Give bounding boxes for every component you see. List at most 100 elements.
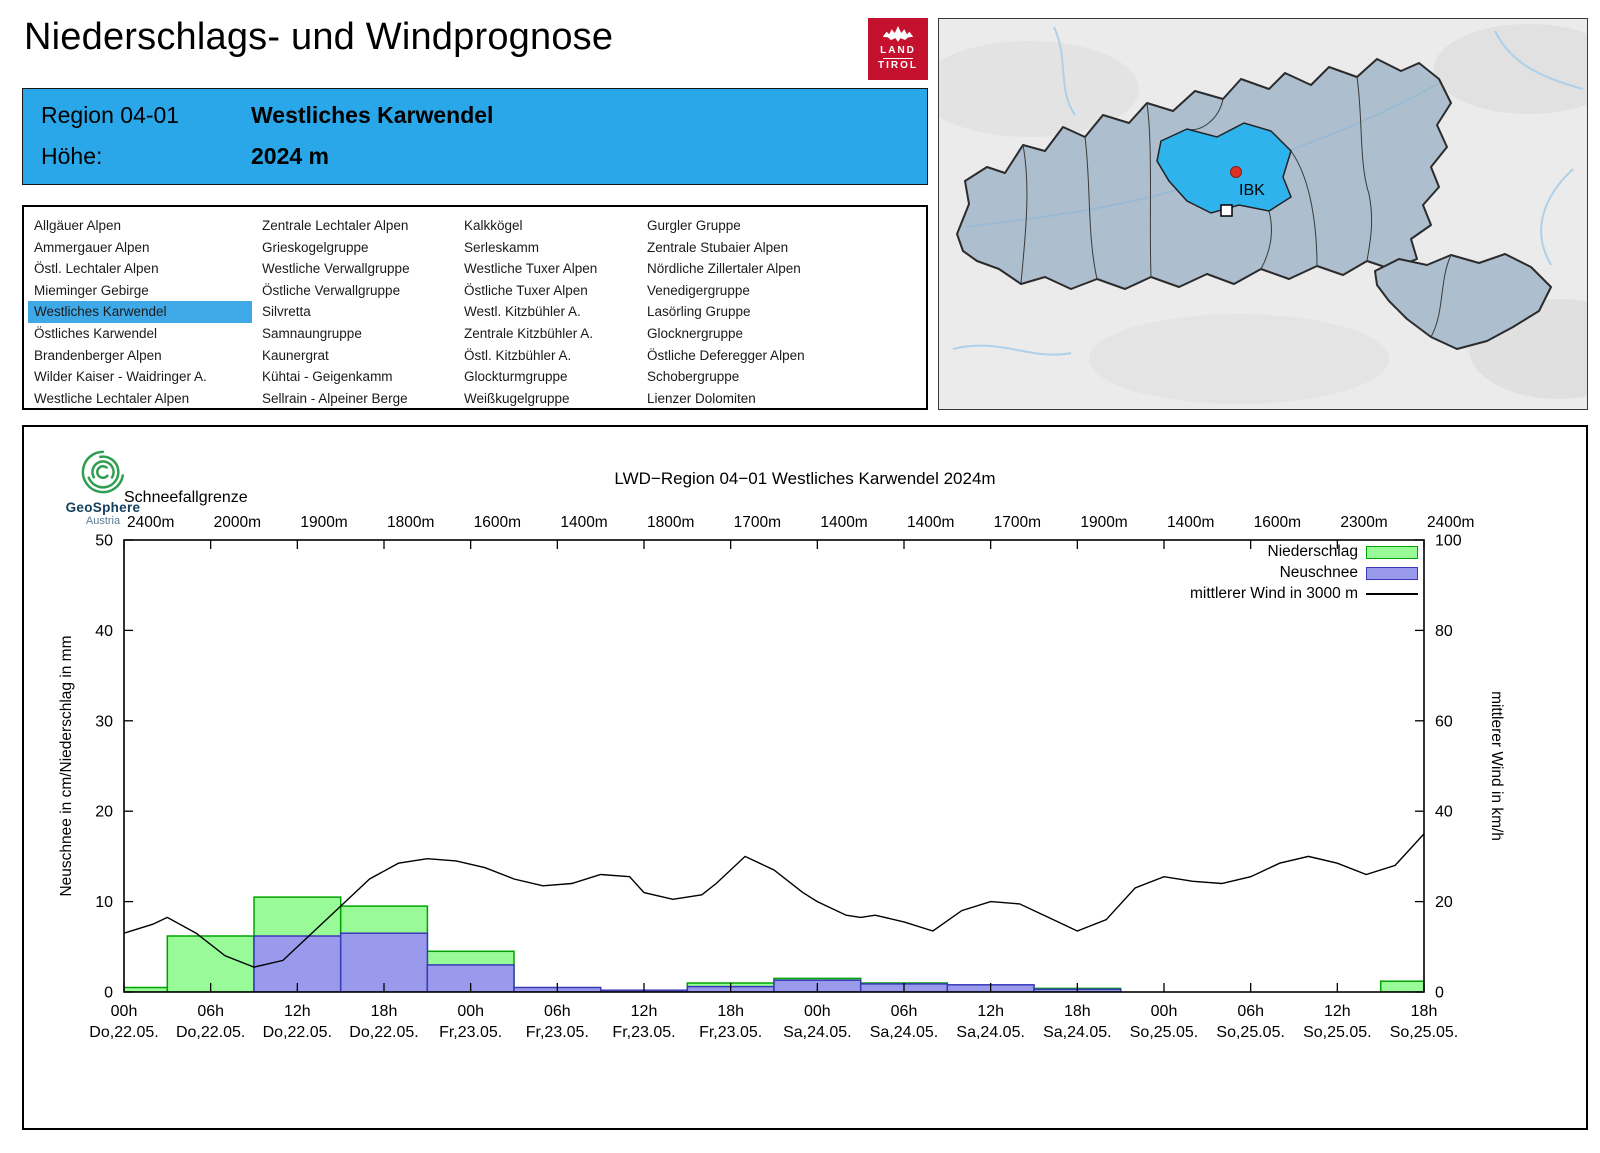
region-list-item[interactable]: Gurgler Gruppe (647, 218, 741, 233)
city-label: IBK (1239, 182, 1265, 199)
snowline-value: 1400m (560, 514, 608, 531)
region-list-item[interactable]: Östliches Karwendel (34, 325, 158, 341)
region-header-box: Region 04-01 Westliches Karwendel Höhe: … (22, 88, 928, 185)
region-list-item[interactable]: Westliches Karwendel (28, 301, 252, 323)
legend-row-neuschnee: Neuschnee (1190, 563, 1418, 583)
legend-row-niederschlag: Niederschlag (1190, 542, 1418, 562)
svg-text:Do,22.05.: Do,22.05. (176, 1024, 245, 1041)
map-east-tirol (1374, 253, 1552, 350)
region-list-item[interactable]: Kühtai - Geigenkamm (262, 369, 393, 385)
region-list-item[interactable]: Venedigergruppe (647, 282, 750, 298)
svg-text:So,25.05.: So,25.05. (1216, 1024, 1285, 1041)
chart-legend: Niederschlag Neuschnee mittlerer Wind in… (1190, 542, 1418, 604)
region-list-item[interactable]: Östliche Deferegger Alpen (647, 347, 805, 363)
snowline-value: 1400m (907, 514, 955, 531)
svg-text:Fr,23.05.: Fr,23.05. (439, 1024, 502, 1041)
region-list-item[interactable]: Ammergauer Alpen (34, 239, 150, 255)
snowline-value: 1800m (647, 514, 695, 531)
logo-text-tirol: TIROL (878, 60, 918, 71)
legend-row-wind: mittlerer Wind in 3000 m (1190, 584, 1418, 604)
svg-text:Sa,24.05.: Sa,24.05. (1043, 1024, 1112, 1041)
region-list-item[interactable]: Mieminger Gebirge (34, 282, 149, 298)
page-title: Niederschlags- und Windprognose (24, 16, 614, 58)
forecast-plot-svg: 0 10 20 30 40 50 0 20 40 60 80 100 00h Do,22.05. 06h Do… (89, 533, 1462, 1042)
svg-text:100: 100 (1435, 533, 1462, 550)
snowline-value: 1900m (300, 514, 348, 531)
region-list-item[interactable]: Östliche Verwallgruppe (262, 282, 401, 298)
svg-text:12h: 12h (1324, 1003, 1351, 1020)
legend-label-wind: mittlerer Wind in 3000 m (1190, 585, 1358, 602)
region-list-item[interactable]: Nördliche Zillertaler Alpen (647, 261, 801, 277)
land-tirol-logo: LAND TIROL (868, 18, 928, 80)
region-list-item[interactable]: Westl. Kitzbühler A. (464, 304, 581, 320)
region-column: Zentrale Lechtaler Alpen Grieskogelgruppe… (256, 215, 456, 409)
region-list-item[interactable]: Weißkugelgruppe (464, 390, 570, 406)
region-name: Westliches Karwendel (251, 102, 494, 128)
region-list-item[interactable]: Zentrale Kitzbühler A. (464, 325, 594, 341)
region-list-item[interactable]: Wilder Kaiser - Waidringer A. (34, 369, 207, 385)
svg-text:20: 20 (1435, 894, 1453, 911)
snowline-value: 2300m (1340, 514, 1388, 531)
snowline-value: 1700m (733, 514, 782, 531)
region-column: Kalkkögel Serleskamm Westliche Tuxer Alpen… (458, 215, 640, 409)
region-list-item[interactable]: Schobergruppe (647, 369, 740, 385)
svg-text:So,25.05.: So,25.05. (1303, 1024, 1372, 1041)
region-list-item[interactable]: Silvretta (262, 304, 311, 320)
region-list-item[interactable]: Kaunergrat (262, 347, 329, 363)
svg-text:20: 20 (95, 804, 113, 821)
geosphere-name: GeoSphere (65, 500, 141, 515)
svg-text:Fr,23.05.: Fr,23.05. (699, 1024, 762, 1041)
svg-text:12h: 12h (284, 1003, 311, 1020)
region-list-item[interactable]: Sellrain - Alpeiner Berge (262, 390, 408, 406)
svg-text:18h: 18h (1411, 1003, 1438, 1020)
chart-title: LWD−Region 04−01 Westliches Karwendel 20… (614, 469, 996, 488)
region-list-item[interactable]: Zentrale Stubaier Alpen (647, 239, 789, 255)
region-list-item[interactable]: Zentrale Lechtaler Alpen (262, 218, 409, 233)
svg-text:So,25.05.: So,25.05. (1130, 1024, 1199, 1041)
region-id-label: Region 04-01 (41, 102, 180, 128)
legend-line-wind (1366, 593, 1418, 595)
region-list-item[interactable]: Westliche Tuxer Alpen (464, 261, 598, 277)
snowline-value: 1900m (1080, 514, 1128, 531)
city-dot (1230, 166, 1242, 178)
region-list-item[interactable]: Lasörling Gruppe (647, 304, 751, 320)
map-region-highlight[interactable] (1156, 122, 1292, 214)
snowline-value: 1800m (387, 514, 435, 531)
svg-text:40: 40 (95, 623, 113, 640)
legend-swatch-niederschlag (1366, 545, 1418, 559)
region-list-item[interactable]: Allgäuer Alpen (34, 218, 122, 233)
region-list-item[interactable]: Serleskamm (464, 239, 540, 255)
svg-text:Sa,24.05.: Sa,24.05. (783, 1024, 852, 1041)
region-list-item[interactable]: Grieskogelgruppe (262, 239, 369, 255)
region-list-item[interactable]: Lienzer Dolomiten (647, 390, 756, 406)
region-list-item[interactable]: Brandenberger Alpen (34, 347, 162, 363)
logo-text-land: LAND (880, 45, 916, 56)
region-list-item[interactable]: Kalkkögel (464, 218, 523, 233)
snowline-value: 2000m (213, 514, 262, 531)
altitude-label: Höhe: (41, 143, 103, 169)
region-list-item[interactable]: Westliche Verwallgruppe (262, 261, 410, 277)
region-list-item[interactable]: Westliche Lechtaler Alpen (34, 390, 190, 406)
region-list-item[interactable]: Östliche Tuxer Alpen (464, 282, 588, 298)
region-list-item[interactable]: Samnaungruppe (262, 325, 362, 341)
region-list-item[interactable]: Östl. Kitzbühler A. (464, 347, 572, 363)
snowline-value: 1600m (1253, 514, 1302, 531)
forecast-chart: GeoSphere Austria LWD−Region 04−01 Westl… (22, 425, 1588, 1130)
region-column: Allgäuer Alpen Ammergauer Alpen Östl. Lech… (28, 215, 252, 409)
station-square-marker (1220, 204, 1233, 217)
svg-text:Fr,23.05.: Fr,23.05. (526, 1024, 589, 1041)
region-list-item[interactable]: Glocknergruppe (647, 325, 744, 341)
region-list-item[interactable]: Östl. Lechtaler Alpen (34, 261, 159, 277)
svg-text:18h: 18h (1064, 1003, 1091, 1020)
tirol-map-svg: IBK (939, 19, 1587, 409)
region-list-item[interactable]: Glockturmgruppe (464, 369, 568, 385)
svg-text:Sa,24.05.: Sa,24.05. (956, 1024, 1025, 1041)
svg-text:Do,22.05.: Do,22.05. (349, 1024, 418, 1041)
svg-text:06h: 06h (1237, 1003, 1264, 1020)
geosphere-logo: GeoSphere Austria (44, 449, 162, 527)
svg-text:00h: 00h (1151, 1003, 1178, 1020)
legend-label-niederschlag: Niederschlag (1267, 543, 1358, 560)
svg-text:00h: 00h (111, 1003, 138, 1020)
svg-text:06h: 06h (197, 1003, 224, 1020)
